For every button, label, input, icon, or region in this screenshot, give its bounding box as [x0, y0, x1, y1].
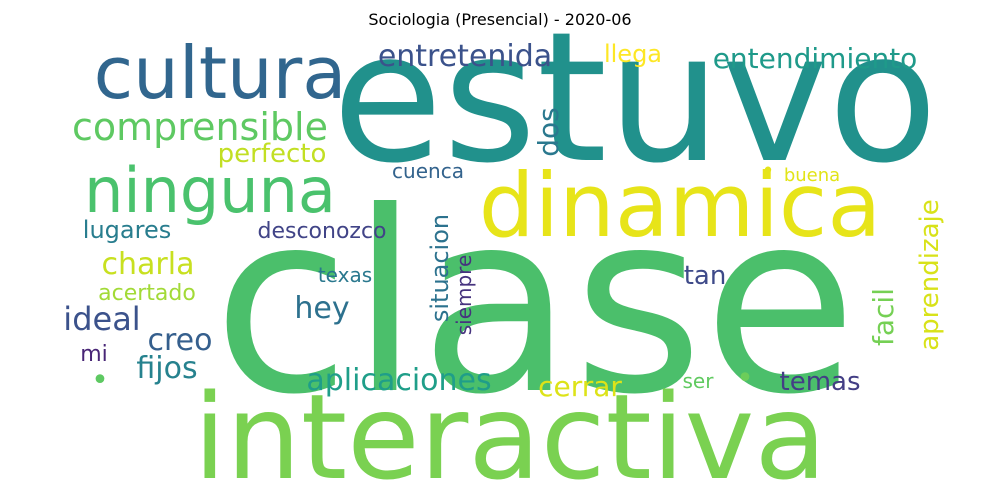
- word-cuenca: cuenca: [392, 159, 464, 183]
- word-lugares: lugares: [83, 216, 171, 244]
- word-ninguna: ninguna: [84, 154, 336, 227]
- word-situacion: situacion: [426, 214, 454, 322]
- word-comprensible: comprensible: [72, 105, 328, 149]
- word-interactiva: interactiva: [193, 368, 826, 500]
- word-charla: charla: [102, 247, 195, 282]
- word-ser: ser: [683, 369, 715, 393]
- word-texas: texas: [318, 263, 372, 287]
- word-ideal: ideal: [63, 300, 140, 338]
- word-creo: creo: [148, 323, 213, 358]
- word-buena: buena: [784, 165, 840, 186]
- word-entendimiento: entendimiento: [713, 42, 918, 75]
- word-clase: clase: [213, 158, 857, 449]
- word-hey: hey: [294, 291, 349, 326]
- word-dos: dos: [532, 107, 565, 157]
- word-mi: mi: [80, 342, 108, 367]
- word-dot-right: •: [736, 361, 754, 396]
- word-entretenida: entretenida: [378, 39, 552, 74]
- word-llega: llega: [604, 40, 662, 68]
- word-aplicaciones: aplicaciones: [306, 363, 491, 398]
- word-aprendizaje: aprendizaje: [915, 199, 945, 351]
- word-desconozco: desconozco: [257, 219, 386, 244]
- word-estuvo: estuvo: [332, 0, 938, 203]
- word-perfecto: perfecto: [218, 139, 327, 169]
- word-temas: temas: [780, 367, 861, 397]
- word-dinamica: dinamica: [479, 154, 882, 257]
- word-acertado: acertado: [98, 281, 196, 306]
- word-fijos: fijos: [136, 351, 197, 386]
- word-dot-top: •: [762, 159, 775, 184]
- word-facil: facil: [867, 288, 900, 346]
- word-tan: tan: [684, 261, 727, 291]
- figure-title: Sociologia (Presencial) - 2020-06: [368, 10, 632, 29]
- word-siempre: siempre: [452, 255, 476, 336]
- word-cerrar: cerrar: [538, 370, 622, 403]
- word-dot-left: •: [91, 363, 109, 398]
- word-cultura: cultura: [94, 31, 347, 115]
